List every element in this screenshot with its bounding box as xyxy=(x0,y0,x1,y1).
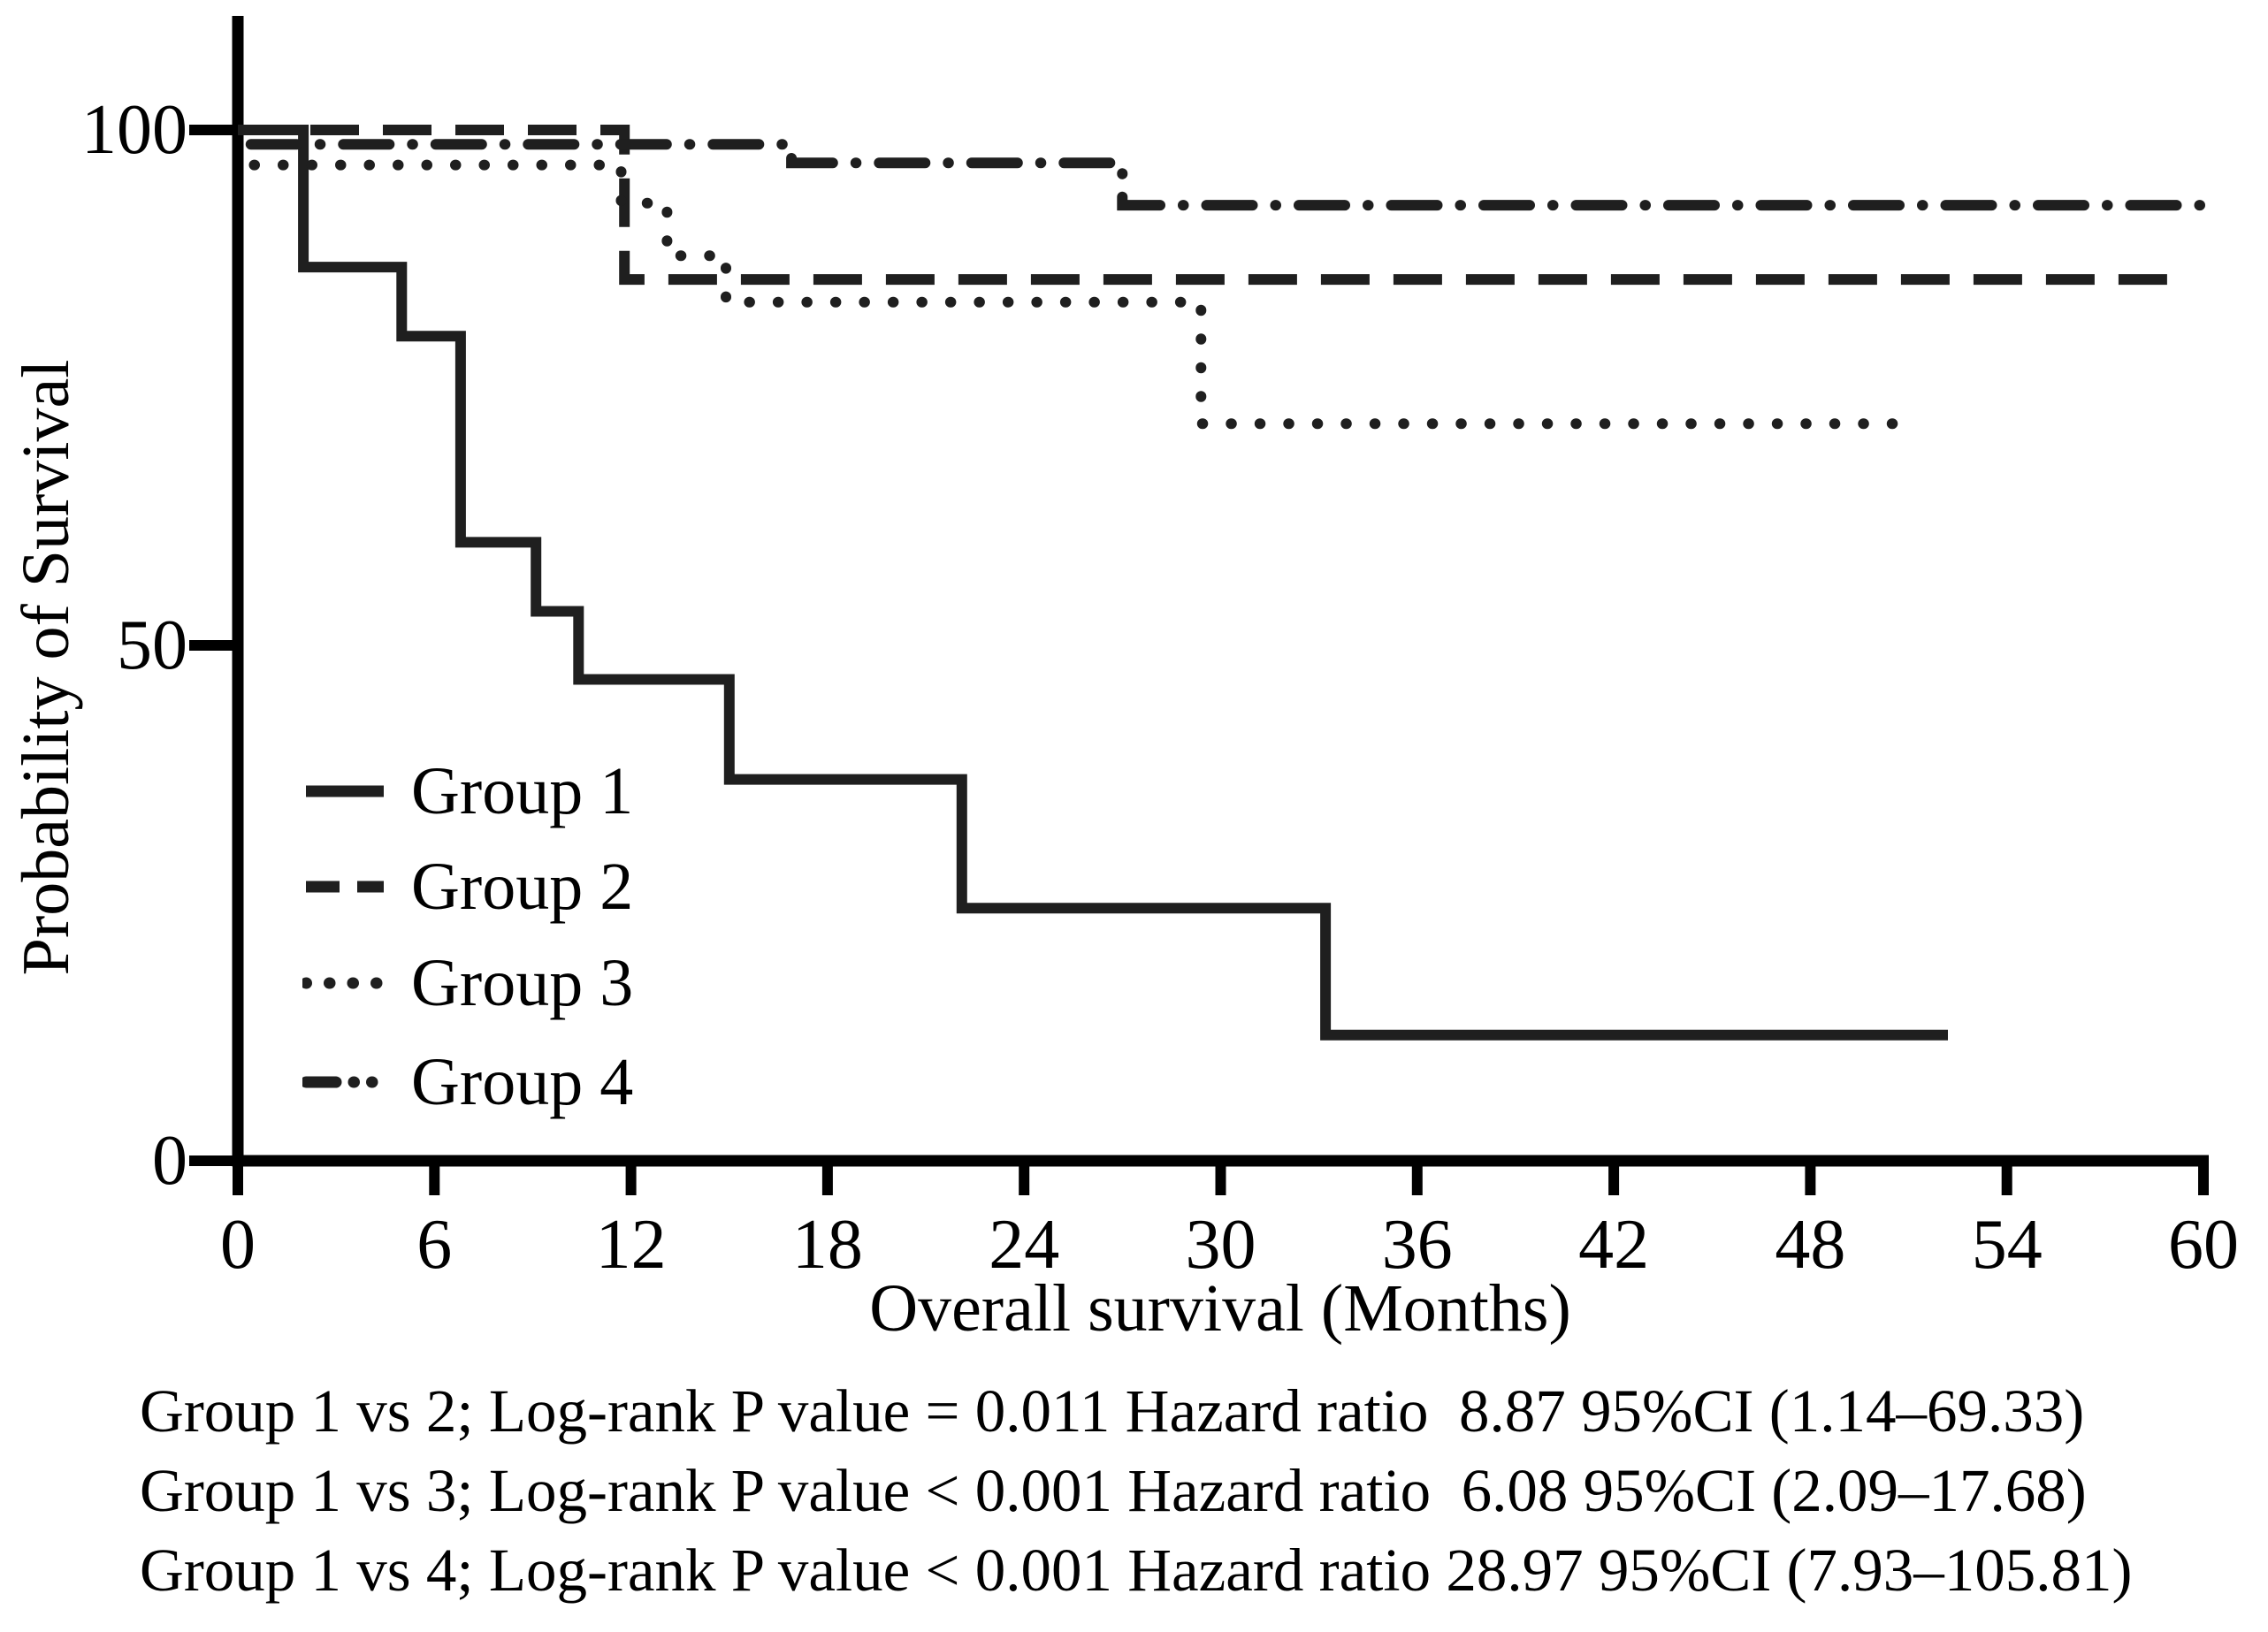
legend-item-group-2: Group 2 xyxy=(302,847,633,927)
y-tick-label: 0 xyxy=(152,1122,187,1200)
legend-item-group-1: Group 1 xyxy=(302,751,633,831)
y-tick-label: 50 xyxy=(117,606,187,684)
x-tick-label: 36 xyxy=(1381,1206,1453,1284)
y-tick-label: 100 xyxy=(81,91,187,169)
x-tick-label: 30 xyxy=(1185,1206,1256,1284)
legend-label: Group 1 xyxy=(411,754,634,828)
x-tick-label: 6 xyxy=(416,1206,453,1284)
legend-dash-dot-dot-line-icon xyxy=(302,1076,387,1088)
series-curve-group-4 xyxy=(245,139,2216,211)
legend-dotted-line-icon xyxy=(302,977,387,989)
x-tick-label: 60 xyxy=(2168,1206,2239,1284)
legend-item-group-3: Group 3 xyxy=(302,943,633,1023)
legend-item-group-4: Group 4 xyxy=(302,1042,633,1122)
legend-label: Group 3 xyxy=(411,946,634,1020)
x-tick-label: 12 xyxy=(595,1206,667,1284)
legend-label: Group 2 xyxy=(411,850,634,924)
legend-label: Group 4 xyxy=(411,1045,634,1119)
x-tick-label: 54 xyxy=(1971,1206,2043,1284)
stats-line-2: Group 1 vs 3; Log-rank P value < 0.001 H… xyxy=(140,1457,2087,1524)
x-axis-title: Overall survival (Months) xyxy=(869,1271,1571,1346)
series-curve-group-1 xyxy=(238,125,1948,1041)
x-tick-label: 0 xyxy=(220,1206,256,1284)
stats-line-1: Group 1 vs 2; Log-rank P value = 0.011 H… xyxy=(140,1377,2085,1445)
x-tick-label: 48 xyxy=(1775,1206,1846,1284)
x-tick-label: 42 xyxy=(1578,1206,1650,1284)
x-tick-label: 18 xyxy=(791,1206,863,1284)
stats-line-3: Group 1 vs 4; Log-rank P value < 0.001 H… xyxy=(140,1537,2133,1604)
series-curve-group-3 xyxy=(248,159,1905,430)
legend-dashed-line-icon xyxy=(306,881,384,893)
legend-solid-line-icon xyxy=(306,785,384,797)
x-tick-label: 24 xyxy=(989,1206,1060,1284)
